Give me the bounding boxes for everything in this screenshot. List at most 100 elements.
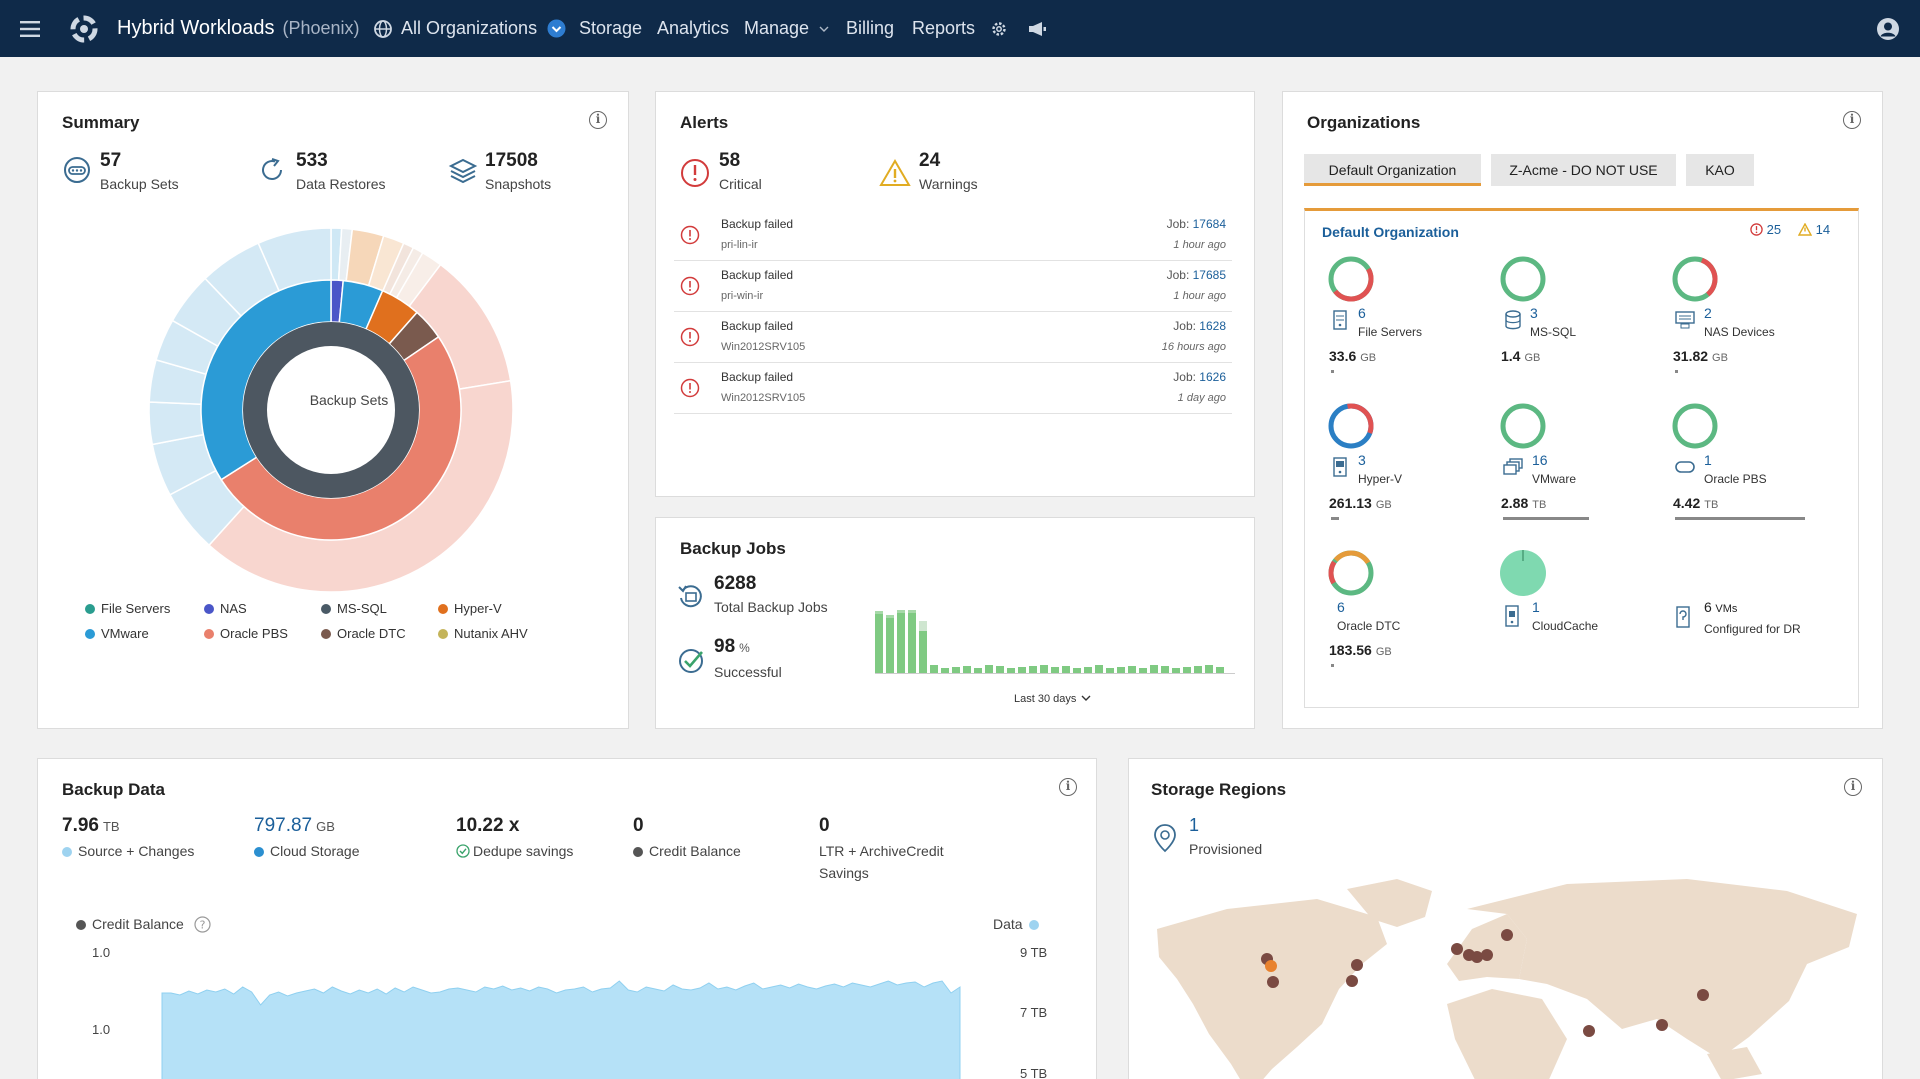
region-marker[interactable] xyxy=(1697,989,1709,1001)
alert-job[interactable]: Job: 1628 xyxy=(1173,319,1226,333)
alert-job-link[interactable]: 17684 xyxy=(1192,217,1226,231)
org-item-file-servers[interactable]: 6 File Servers 33.6 GB xyxy=(1327,255,1487,395)
provisioned-count[interactable]: 1 xyxy=(1189,815,1200,835)
jobs-bar[interactable] xyxy=(1128,666,1136,673)
jobs-bar[interactable] xyxy=(1029,666,1037,673)
region-marker[interactable] xyxy=(1346,975,1358,987)
tab-default-organization[interactable]: Default Organization xyxy=(1304,154,1481,186)
summary-info-icon[interactable]: i xyxy=(589,111,607,129)
alert-job[interactable]: Job: 1626 xyxy=(1173,370,1226,384)
jobs-bar[interactable] xyxy=(974,668,982,673)
jobs-bar[interactable] xyxy=(919,621,927,673)
jobs-bar[interactable] xyxy=(1084,667,1092,673)
tab-kao[interactable]: KAO xyxy=(1686,154,1754,186)
jobs-bar[interactable] xyxy=(886,615,894,673)
alert-row[interactable]: Backup failed Win2012SRV105 Job: 1628 16… xyxy=(674,312,1232,363)
jobs-bar[interactable] xyxy=(930,665,938,673)
user-avatar-icon[interactable] xyxy=(1876,0,1900,57)
jobs-bar[interactable] xyxy=(1073,668,1081,673)
jobs-bar[interactable] xyxy=(996,666,1004,673)
settings-gear-icon[interactable] xyxy=(990,0,1008,57)
backup-data-info-icon[interactable]: i xyxy=(1059,778,1077,796)
alert-job[interactable]: Job: 17685 xyxy=(1167,268,1226,282)
legend-nas[interactable]: NAS xyxy=(204,601,247,616)
alert-row[interactable]: Backup failed pri-lin-ir Job: 17684 1 ho… xyxy=(674,210,1232,261)
jobs-bar[interactable] xyxy=(1205,665,1213,673)
announcements-megaphone-icon[interactable] xyxy=(1027,0,1047,57)
legend-oracle-pbs[interactable]: Oracle PBS xyxy=(204,626,288,641)
org-item-ms-sql[interactable]: 3 MS-SQL 1.4 GB xyxy=(1499,255,1659,395)
region-marker[interactable] xyxy=(1656,1019,1668,1031)
jobs-bar[interactable] xyxy=(952,667,960,673)
app-title[interactable]: Hybrid Workloads (Phoenix) xyxy=(117,0,360,57)
range-selector[interactable]: Last 30 days xyxy=(1014,693,1091,705)
org-item-configured-for-dr[interactable]: 6 VMs Configured for DR xyxy=(1671,549,1841,689)
nav-reports[interactable]: Reports xyxy=(912,0,975,57)
chart-legend-data[interactable]: Data xyxy=(993,916,1039,932)
jobs-bar[interactable] xyxy=(963,666,971,673)
tab-z-acme[interactable]: Z-Acme - DO NOT USE xyxy=(1491,154,1676,186)
alert-row[interactable]: Backup failed pri-win-ir Job: 17685 1 ho… xyxy=(674,261,1232,312)
jobs-bar[interactable] xyxy=(1018,667,1026,673)
jobs-bar[interactable] xyxy=(1172,668,1180,673)
org-item-nas-devices[interactable]: 2 NAS Devices 31.82 GB xyxy=(1671,255,1841,395)
org-item-vmware[interactable]: 16 VMware 2.88 TB xyxy=(1499,402,1659,542)
region-marker[interactable] xyxy=(1481,949,1493,961)
jobs-bar[interactable] xyxy=(1106,668,1114,673)
backup-data-area-chart[interactable] xyxy=(124,959,1009,1079)
region-marker[interactable] xyxy=(1267,976,1279,988)
alert-job-link[interactable]: 1626 xyxy=(1199,370,1226,384)
jobs-bar[interactable] xyxy=(897,610,905,673)
backup-jobs-bar-chart[interactable] xyxy=(875,586,1235,674)
nav-storage[interactable]: Storage xyxy=(579,0,642,57)
nav-manage[interactable]: Manage xyxy=(744,0,829,57)
jobs-bar[interactable] xyxy=(1161,666,1169,673)
org-item-oracle-dtc[interactable]: 6 Oracle DTC 183.56 GB xyxy=(1327,549,1487,689)
legend-file-servers[interactable]: File Servers xyxy=(85,601,170,616)
org-item-oracle-pbs[interactable]: 1 Oracle PBS 4.42 TB xyxy=(1671,402,1841,542)
org-selector[interactable]: All Organizations xyxy=(373,0,566,57)
alert-job-link[interactable]: 1628 xyxy=(1199,319,1226,333)
legend-ms-sql[interactable]: MS-SQL xyxy=(321,601,387,616)
organizations-info-icon[interactable]: i xyxy=(1843,111,1861,129)
org-item-hyper-v[interactable]: 3 Hyper-V 261.13 GB xyxy=(1327,402,1487,542)
jobs-bar[interactable] xyxy=(1150,665,1158,673)
help-question-icon[interactable]: ? xyxy=(194,916,211,933)
region-marker-selected[interactable] xyxy=(1265,960,1277,972)
region-marker[interactable] xyxy=(1583,1025,1595,1037)
jobs-bar[interactable] xyxy=(1139,668,1147,673)
jobs-bar[interactable] xyxy=(1040,665,1048,673)
nav-billing[interactable]: Billing xyxy=(846,0,894,57)
nav-analytics[interactable]: Analytics xyxy=(657,0,729,57)
legend-hyper-v[interactable]: Hyper-V xyxy=(438,601,502,616)
jobs-bar[interactable] xyxy=(875,611,883,673)
storage-regions-info-icon[interactable]: i xyxy=(1844,778,1862,796)
legend-vmware[interactable]: VMware xyxy=(85,626,149,641)
region-marker[interactable] xyxy=(1471,951,1483,963)
jobs-bar[interactable] xyxy=(1062,666,1070,673)
jobs-bar[interactable] xyxy=(1117,667,1125,673)
jobs-bar[interactable] xyxy=(1007,668,1015,673)
alert-job-link[interactable]: 17685 xyxy=(1192,268,1226,282)
region-marker[interactable] xyxy=(1351,959,1363,971)
world-map[interactable] xyxy=(1147,869,1867,1079)
critical-count[interactable]: 58 xyxy=(719,150,741,171)
jobs-bar[interactable] xyxy=(985,665,993,673)
jobs-bar[interactable] xyxy=(908,610,916,673)
alert-row[interactable]: Backup failed Win2012SRV105 Job: 1626 1 … xyxy=(674,363,1232,414)
region-marker[interactable] xyxy=(1451,943,1463,955)
legend-oracle-dtc[interactable]: Oracle DTC xyxy=(321,626,406,641)
hamburger-menu-icon[interactable] xyxy=(20,0,40,57)
jobs-bar[interactable] xyxy=(941,668,949,673)
legend-nutanix-ahv[interactable]: Nutanix AHV xyxy=(438,626,528,641)
jobs-bar[interactable] xyxy=(1194,666,1202,673)
jobs-bar[interactable] xyxy=(1216,667,1224,673)
warnings-count[interactable]: 24 xyxy=(919,150,941,171)
chart-legend-credit-balance[interactable]: Credit Balance ? xyxy=(76,916,211,933)
org-warning-badge[interactable]: 14 xyxy=(1797,222,1830,237)
jobs-bar[interactable] xyxy=(1183,667,1191,673)
jobs-bar[interactable] xyxy=(1051,667,1059,673)
org-critical-badge[interactable]: 25 xyxy=(1750,222,1781,237)
backup-sets-sunburst-chart[interactable] xyxy=(141,220,521,600)
region-marker[interactable] xyxy=(1501,929,1513,941)
